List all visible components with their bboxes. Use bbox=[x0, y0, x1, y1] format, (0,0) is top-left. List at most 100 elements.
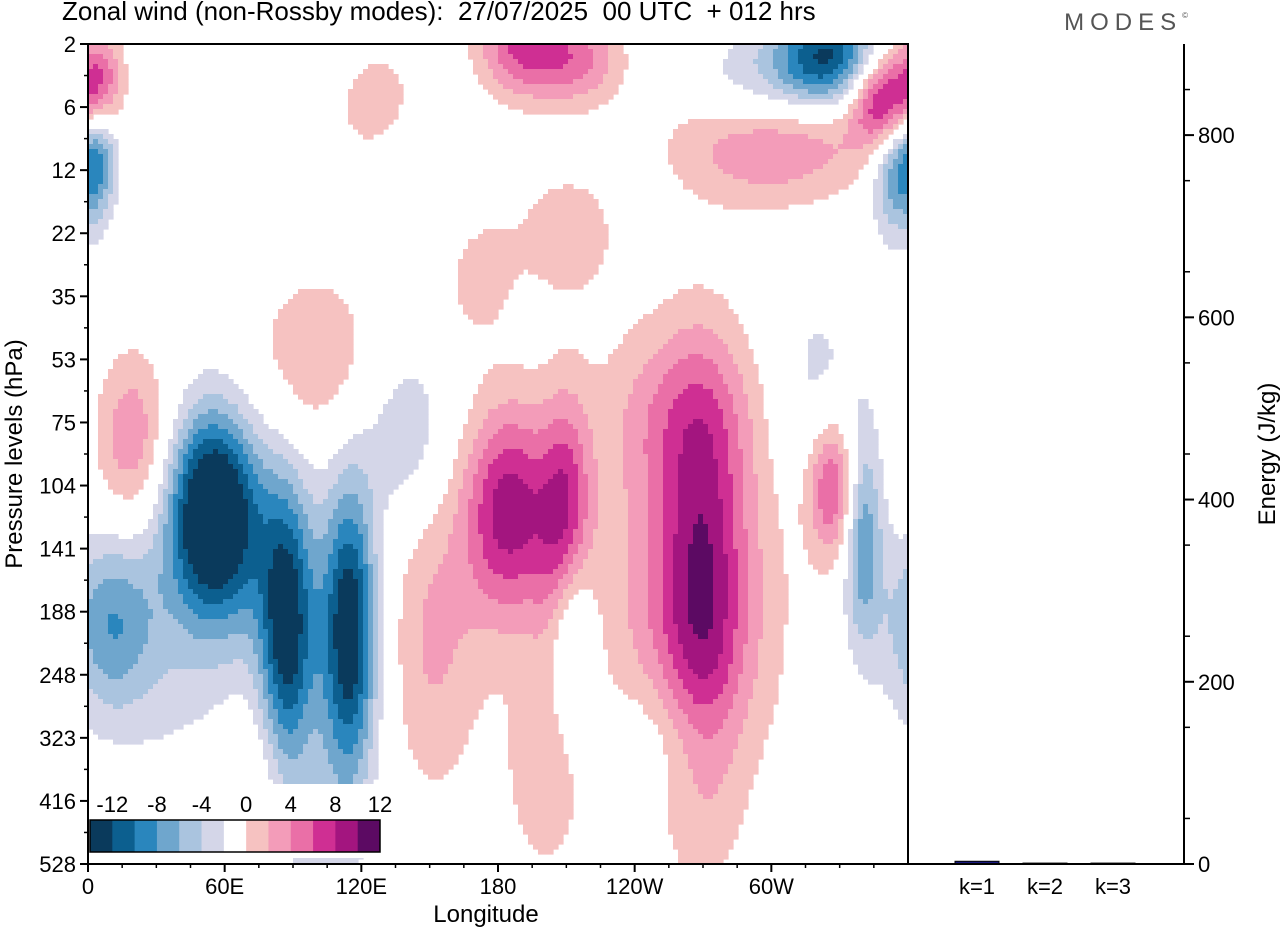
field-cell bbox=[228, 429, 244, 435]
field-cell bbox=[308, 614, 329, 620]
field-cell bbox=[843, 59, 849, 65]
field-cell bbox=[648, 454, 664, 460]
field-cell bbox=[228, 444, 244, 450]
field-cell bbox=[168, 499, 174, 505]
field-cell bbox=[363, 554, 369, 560]
field-cell bbox=[253, 709, 264, 715]
field-cell bbox=[373, 654, 379, 660]
field-cell bbox=[468, 414, 489, 420]
field-cell bbox=[648, 359, 679, 365]
field-cell bbox=[138, 464, 149, 470]
field-cell bbox=[338, 589, 359, 595]
field-cell bbox=[298, 639, 309, 645]
field-cell bbox=[588, 89, 619, 95]
field-cell bbox=[673, 619, 689, 625]
field-cell bbox=[178, 454, 184, 460]
field-cell bbox=[363, 754, 369, 760]
field-cell bbox=[898, 74, 909, 80]
field-cell bbox=[713, 699, 734, 705]
field-cell bbox=[133, 699, 224, 705]
field-cell bbox=[883, 554, 909, 560]
field-cell bbox=[98, 404, 119, 410]
field-cell bbox=[363, 594, 369, 600]
field-cell bbox=[118, 89, 129, 95]
field-cell bbox=[858, 474, 864, 480]
field-cell bbox=[728, 599, 739, 605]
field-cell bbox=[888, 79, 909, 85]
field-cell bbox=[848, 644, 894, 650]
field-cell bbox=[163, 469, 169, 475]
field-cell bbox=[378, 554, 384, 560]
field-cell bbox=[718, 659, 734, 665]
field-cell bbox=[368, 589, 374, 595]
field-cell bbox=[358, 614, 364, 620]
field-cell bbox=[648, 584, 664, 590]
field-cell bbox=[373, 564, 379, 570]
field-cell bbox=[368, 619, 374, 625]
field-cell bbox=[853, 494, 859, 500]
field-cell bbox=[158, 519, 169, 525]
field-cell bbox=[678, 359, 714, 365]
field-cell bbox=[723, 634, 734, 640]
field-cell bbox=[183, 469, 189, 475]
field-cell bbox=[108, 84, 119, 90]
field-cell bbox=[338, 599, 359, 605]
field-cell bbox=[103, 194, 109, 200]
field-cell bbox=[498, 404, 584, 410]
field-cell bbox=[758, 54, 774, 60]
field-cell bbox=[258, 734, 269, 740]
field-cell bbox=[598, 504, 629, 510]
field-cell bbox=[758, 524, 779, 530]
field-cell bbox=[103, 469, 149, 475]
field-cell bbox=[753, 679, 779, 685]
field-cell bbox=[703, 354, 734, 360]
field-cell bbox=[88, 64, 94, 70]
field-cell bbox=[788, 44, 804, 50]
field-cell bbox=[373, 524, 384, 530]
field-cell bbox=[543, 399, 579, 405]
field-cell bbox=[708, 424, 724, 430]
field-cell bbox=[573, 539, 584, 545]
field-cell bbox=[668, 369, 719, 375]
field-cell bbox=[398, 634, 424, 640]
field-cell bbox=[228, 579, 249, 585]
field-cell bbox=[698, 194, 829, 200]
field-cell bbox=[723, 379, 744, 385]
field-cell bbox=[683, 649, 724, 655]
field-cell bbox=[493, 519, 569, 525]
field-cell bbox=[88, 154, 104, 160]
field-cell bbox=[758, 69, 779, 75]
field-cell bbox=[518, 224, 609, 230]
field-cell bbox=[468, 514, 479, 520]
field-cell bbox=[368, 734, 374, 740]
field-cell bbox=[268, 644, 274, 650]
field-cell bbox=[853, 114, 864, 120]
field-cell bbox=[803, 64, 839, 70]
field-cell bbox=[728, 589, 739, 595]
field-cell bbox=[713, 329, 744, 335]
field-cell bbox=[823, 164, 864, 170]
field-cell bbox=[368, 594, 374, 600]
field-cell bbox=[328, 629, 334, 635]
field-cell bbox=[98, 399, 119, 405]
field-cell bbox=[663, 544, 674, 550]
field-cell bbox=[808, 349, 834, 355]
field-cell bbox=[288, 524, 299, 530]
field-cell bbox=[838, 474, 844, 480]
field-cell bbox=[323, 739, 339, 745]
field-cell bbox=[733, 544, 749, 550]
field-cell bbox=[578, 464, 584, 470]
field-cell bbox=[878, 624, 889, 630]
field-cell bbox=[828, 89, 844, 95]
field-cell bbox=[373, 669, 379, 675]
modes-logo: MODES© bbox=[1064, 9, 1188, 37]
field-cell bbox=[503, 474, 519, 480]
field-cell bbox=[723, 169, 814, 175]
field-cell bbox=[323, 684, 334, 690]
field-cell bbox=[663, 429, 684, 435]
field-cell bbox=[163, 529, 174, 535]
field-cell bbox=[328, 614, 334, 620]
field-cell bbox=[713, 614, 729, 620]
field-cell bbox=[328, 714, 339, 720]
field-cell bbox=[293, 679, 304, 685]
